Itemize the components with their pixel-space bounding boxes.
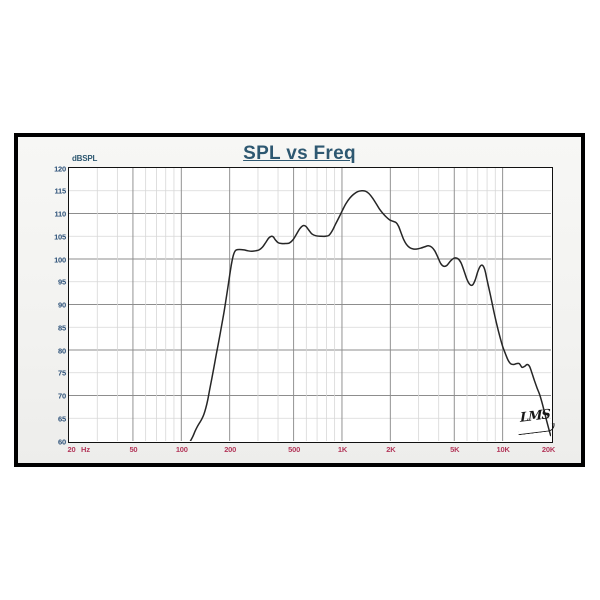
x-axis-tick: 2K xyxy=(386,445,396,454)
y-axis-unit-label: dBSPL xyxy=(72,154,98,163)
chart-frame: SPL vs Freq dBSPL 60 65 70 75 80 85 90 95 100 105… xyxy=(14,133,585,467)
y-axis-tick: 95 xyxy=(58,277,66,287)
chart-title: SPL vs Freq xyxy=(243,143,356,164)
y-axis-tick: 70 xyxy=(58,391,66,401)
x-axis-tick: 500 xyxy=(288,445,301,454)
x-axis-tick-labels: 20 50 100 200 500 1K 2K 5K 10K 20K Hz xyxy=(67,445,556,459)
x-axis-tick: 20 xyxy=(67,445,76,454)
y-axis-tick: 65 xyxy=(58,414,66,424)
chart-card: SPL vs Freq dBSPL 60 65 70 75 80 85 90 95 100 105… xyxy=(18,137,581,463)
y-axis-tick: 60 xyxy=(58,437,66,446)
y-axis-tick: 100 xyxy=(54,255,66,264)
y-axis-tick: 105 xyxy=(54,232,66,242)
x-axis-tick: 100 xyxy=(175,445,188,454)
x-axis-tick: 1K xyxy=(337,445,348,454)
y-axis-tick: 85 xyxy=(58,323,66,333)
y-axis-tick: 90 xyxy=(58,300,66,310)
x-axis-tick: 50 xyxy=(129,445,138,454)
x-axis-tick: 200 xyxy=(224,445,237,454)
x-axis-tick: 5K xyxy=(450,445,460,454)
y-axis-tick: 110 xyxy=(54,209,67,219)
chart-gridlines xyxy=(69,168,551,441)
y-axis-tick: 80 xyxy=(58,346,66,355)
y-axis-tick: 115 xyxy=(54,186,67,196)
series-path xyxy=(189,189,551,441)
x-axis-tick: 20K xyxy=(541,445,556,454)
y-axis-tick: 120 xyxy=(54,164,66,173)
x-axis-unit-label: Hz xyxy=(81,445,91,454)
y-axis-tick-labels: 60 65 70 75 80 85 90 95 100 105 110 115 120 xyxy=(18,164,67,446)
spl-response-curve xyxy=(189,189,551,441)
y-axis-tick: 75 xyxy=(58,368,66,378)
plot-area xyxy=(68,167,553,443)
x-axis-tick: 10K xyxy=(496,445,510,454)
